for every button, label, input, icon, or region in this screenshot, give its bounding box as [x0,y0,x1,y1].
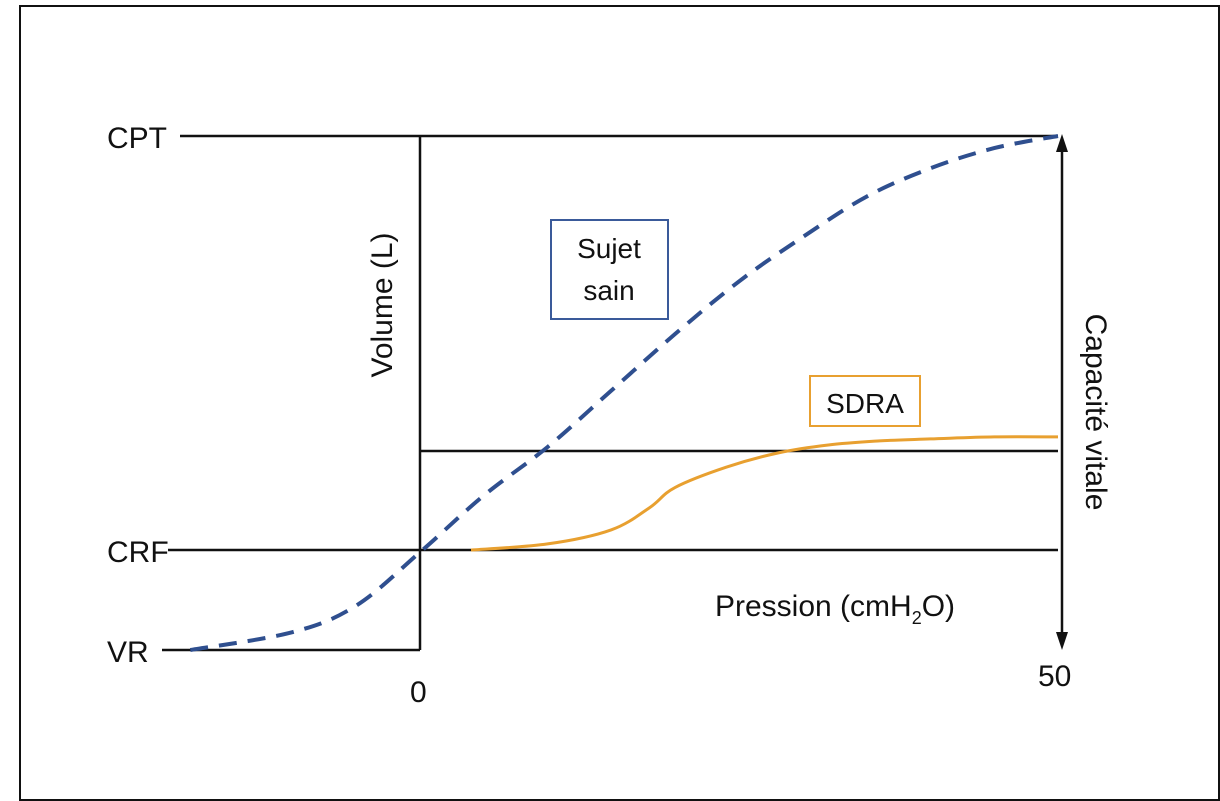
figure-border [19,5,1220,801]
legend-box-sdra [809,375,921,427]
vital-capacity-label: Capacité vitale [1079,314,1112,511]
y-level-label-crf: CRF [107,536,169,569]
arrow-head-bottom [1056,632,1068,650]
x-tick-label-0: 0 [410,676,427,709]
x-axis-title: Pression (cmH2O) [715,590,955,628]
y-level-label-vr: VR [107,636,149,669]
legend-box-sujet-sain [550,219,669,320]
legend-label-sujet-sain-line2: sain [583,275,634,306]
y-axis-title: Volume (L) [366,232,399,377]
y-level-label-cpt: CPT [107,122,167,155]
x-tick-label-50: 50 [1038,660,1071,693]
legend-label-sdra: SDRA [826,388,904,419]
x-axis-title-end: O) [922,590,955,623]
legend-label-sujet-sain-line1: Sujet [577,233,641,264]
x-axis-title-subscript: 2 [912,608,922,628]
series-line-sujet-sain [189,134,1059,652]
series-line-sdra [470,435,1059,552]
arrow-head-top [1056,134,1068,152]
x-axis-title-main: Pression (cmH [715,590,912,623]
legend-label-sujet-sain: Sujet sain [577,233,641,306]
